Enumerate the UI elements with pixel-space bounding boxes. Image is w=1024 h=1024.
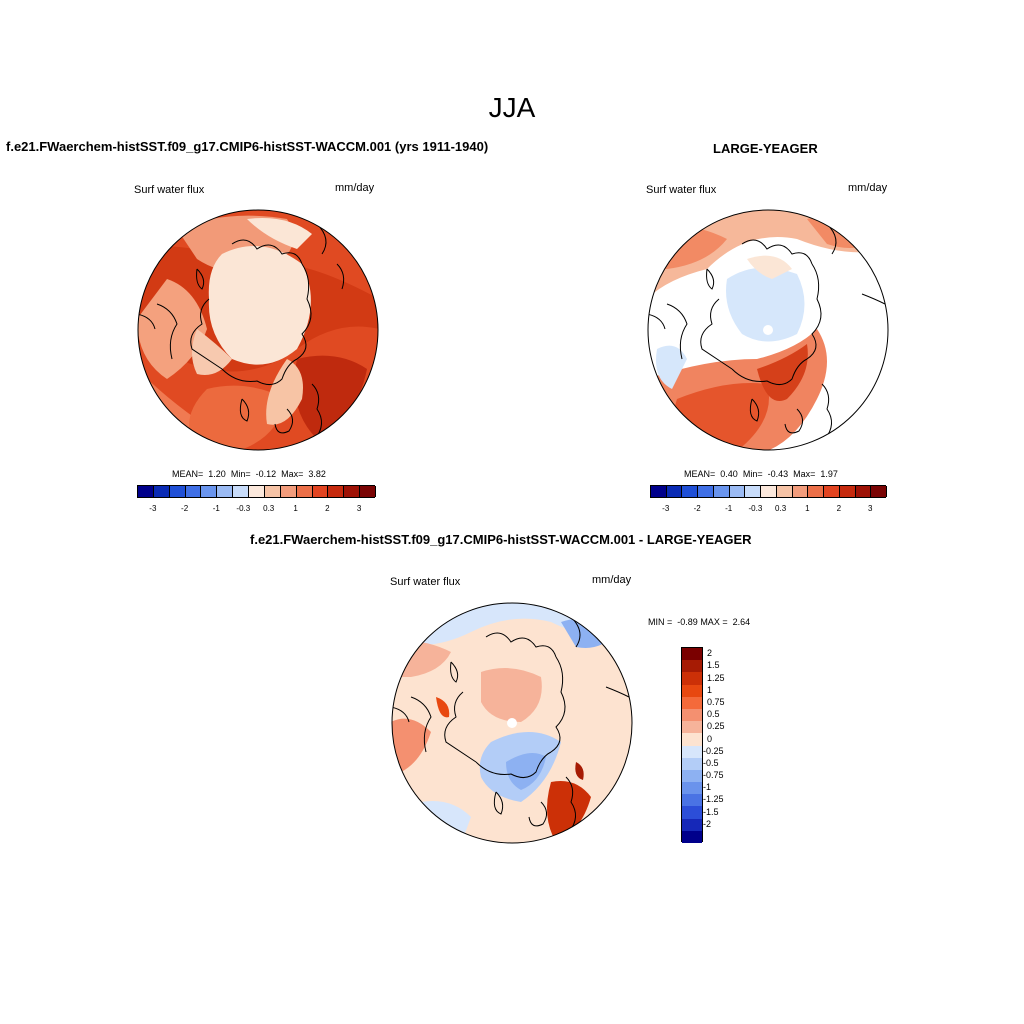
colorbar-swatch xyxy=(761,486,777,497)
season-title: JJA xyxy=(488,92,536,123)
colorbar-swatch xyxy=(839,486,856,497)
colorbar-tick-label: -3 xyxy=(662,504,670,513)
panel3-stats: MIN = -0.89 MAX = 2.64 xyxy=(648,617,751,627)
colorbar-tick-label: 0.25 xyxy=(707,721,725,732)
colorbar-tick-label: 0.5 xyxy=(707,709,720,720)
colorbar-swatch xyxy=(233,486,250,497)
colorbar-tick-label: -1 xyxy=(725,504,733,513)
colorbar-swatch xyxy=(682,486,699,497)
panel2-units-label: mm/day xyxy=(848,182,888,194)
colorbar-swatch xyxy=(651,486,667,497)
colorbar-swatch xyxy=(138,486,154,497)
colorbar-swatch xyxy=(682,806,702,819)
colorbar-swatch xyxy=(249,486,265,497)
colorbar-tick-label: -2 xyxy=(703,818,712,829)
colorbar-swatch xyxy=(169,486,186,497)
panel1-units-label: mm/day xyxy=(335,182,375,194)
colorbar-swatch xyxy=(682,818,702,831)
colorbar-swatch xyxy=(855,486,872,497)
colorbar-tick-label: 3 xyxy=(868,504,873,513)
colorbar-tick-label: -3 xyxy=(149,504,157,513)
colorbar-tick-label: -0.75 xyxy=(703,770,724,781)
colorbar-swatch xyxy=(682,708,702,722)
panel2-variable-label: Surf water flux xyxy=(646,184,717,196)
colorbar-tick-label: -1 xyxy=(212,504,220,513)
colorbar-tick-label: 0.75 xyxy=(707,696,725,707)
colorbar-swatch xyxy=(264,486,281,497)
colorbar-swatch xyxy=(682,769,702,783)
colorbar-swatch xyxy=(296,486,313,497)
colorbar-swatch xyxy=(682,794,702,807)
colorbar-swatch xyxy=(666,486,683,497)
colorbar-tick-label: -2 xyxy=(693,504,701,513)
colorbar-swatch xyxy=(682,830,702,843)
colorbar-swatch xyxy=(729,486,746,497)
colorbar-swatch xyxy=(344,486,361,497)
colorbar-tick-label: -2 xyxy=(181,504,189,513)
colorbar-tick-label: 0 xyxy=(707,733,713,744)
colorbar-swatch xyxy=(713,486,730,497)
colorbar-tick-label: -0.25 xyxy=(703,745,724,756)
panel1-stats: MEAN= 1.20 Min= -0.12 Max= 3.82 xyxy=(172,469,326,479)
colorbar-swatch xyxy=(682,684,702,697)
colorbar-swatch xyxy=(792,486,809,497)
colorbar-tick-label: 1.25 xyxy=(707,672,725,683)
panel3-title: f.e21.FWaerchem-histSST.f09_g17.CMIP6-hi… xyxy=(250,532,752,547)
colorbar-swatch xyxy=(745,486,762,497)
colorbar-swatch xyxy=(201,486,218,497)
colorbar-tick-label: 1 xyxy=(293,504,298,513)
colorbar-swatch xyxy=(312,486,329,497)
colorbar-tick-label: -0.5 xyxy=(703,757,719,768)
colorbar-swatch xyxy=(682,696,702,709)
colorbar-swatch xyxy=(808,486,825,497)
colorbar-tick-label: 0.3 xyxy=(775,504,787,513)
colorbar-tick-label: 0.3 xyxy=(263,504,275,513)
colorbar-swatch xyxy=(682,648,702,661)
panel1-title: f.e21.FWaerchem-histSST.f09_g17.CMIP6-hi… xyxy=(6,139,489,154)
colorbar-tick-label: -1.5 xyxy=(703,806,719,817)
panel2-title: LARGE-YEAGER xyxy=(713,141,818,156)
colorbar-swatch xyxy=(698,486,714,497)
panel3-colorbar: 2 1.5 1.25 1 0.75 0.5 0.25 0 -0.25 -0.5 -0.75 -1 -1.… xyxy=(681,647,725,843)
colorbar-swatch xyxy=(682,782,702,795)
colorbar-tick-label: 2 xyxy=(325,504,330,513)
colorbar-swatch xyxy=(776,486,793,497)
colorbar-tick-label: 3 xyxy=(356,504,362,513)
colorbar-swatch xyxy=(185,486,202,497)
colorbar-tick-label: -0.3 xyxy=(748,504,763,513)
colorbar-tick-label: 1 xyxy=(805,504,810,513)
panel3-units-label: mm/day xyxy=(592,574,632,586)
colorbar-tick-label: 1 xyxy=(707,684,713,695)
colorbar-swatch xyxy=(682,757,702,770)
colorbar-tick-label: -1 xyxy=(703,782,712,793)
colorbar-swatch xyxy=(682,721,702,734)
colorbar-swatch xyxy=(824,486,840,497)
colorbar-swatch xyxy=(153,486,170,497)
panel3-variable-label: Surf water flux xyxy=(390,576,461,588)
colorbar-swatch xyxy=(682,733,702,746)
panel2-stats: MEAN= 0.40 Min= -0.43 Max= 1.97 xyxy=(684,469,838,479)
colorbar-swatch xyxy=(360,486,376,497)
colorbar-tick-label: -0.3 xyxy=(236,504,251,513)
panel2-polar-map xyxy=(647,209,889,451)
colorbar-swatch xyxy=(328,486,345,497)
colorbar-tick-label: 2 xyxy=(836,504,842,513)
panel3-polar-map xyxy=(391,602,633,844)
colorbar-swatch xyxy=(217,486,234,497)
colorbar-swatch xyxy=(871,486,887,497)
colorbar-swatch xyxy=(682,672,702,685)
panel1-colorbar: -3 -2 -1 -0.3 0.3 1 2 3 xyxy=(137,485,376,513)
colorbar-tick-label: 1.5 xyxy=(707,660,720,671)
colorbar-swatch xyxy=(280,486,297,497)
colorbar-tick-label: 2 xyxy=(707,648,713,659)
colorbar-tick-label: -1.25 xyxy=(703,794,724,805)
panel1-polar-map xyxy=(137,209,379,451)
panel1-variable-label: Surf water flux xyxy=(134,184,205,196)
colorbar-swatch xyxy=(682,660,702,673)
colorbar-swatch xyxy=(682,745,702,758)
panel2-colorbar: -3 -2 -1 -0.3 0.3 1 2 3 xyxy=(650,485,887,513)
